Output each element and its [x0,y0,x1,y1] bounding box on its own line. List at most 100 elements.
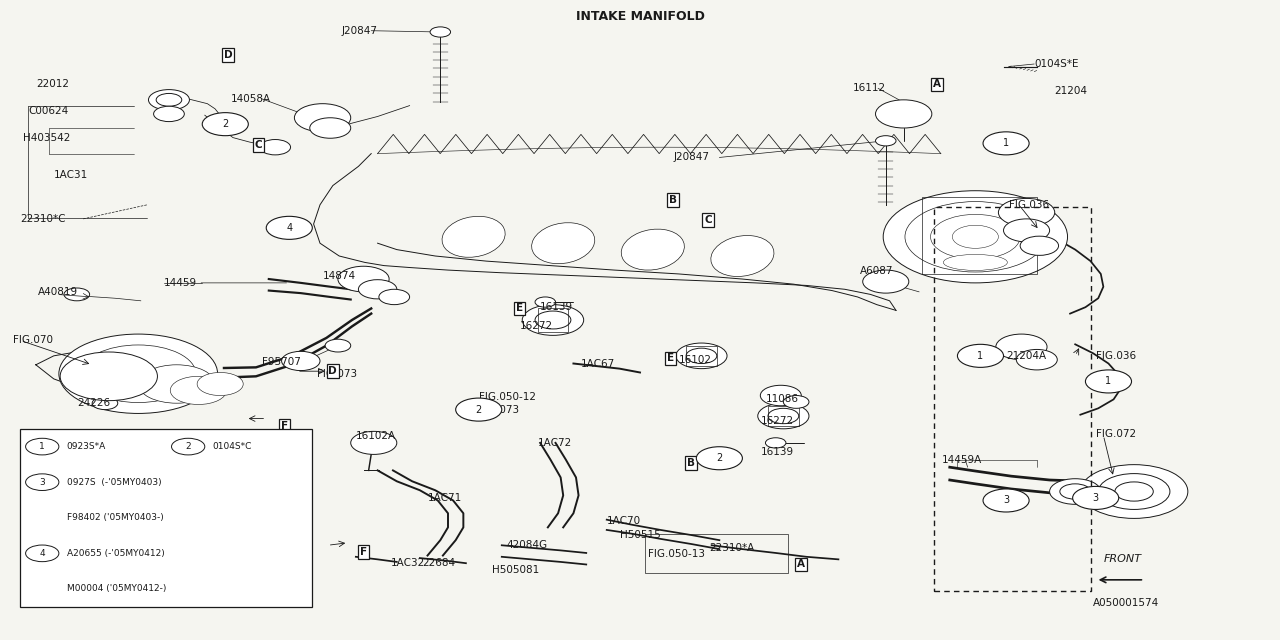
Circle shape [696,447,742,470]
Bar [922,197,1037,274]
Circle shape [92,397,118,410]
Text: B: B [669,195,677,205]
Circle shape [1020,236,1059,255]
Text: E: E [667,353,675,364]
Text: C00624: C00624 [28,106,68,116]
Circle shape [1073,486,1119,509]
Text: FIG.050-12: FIG.050-12 [479,392,536,402]
Text: 1: 1 [1004,138,1009,148]
Text: 22684: 22684 [422,558,456,568]
Ellipse shape [442,216,506,257]
Bar [645,534,788,573]
Text: 3: 3 [40,477,45,486]
Text: 11086: 11086 [765,394,799,404]
Text: 1: 1 [978,351,983,361]
Circle shape [154,106,184,122]
Circle shape [351,431,397,454]
Bar [768,406,799,426]
Text: FIG.072: FIG.072 [1096,429,1135,439]
Text: 14459A: 14459A [942,454,982,465]
Text: 42084G: 42084G [507,540,548,550]
Text: INTAKE MANIFOLD: INTAKE MANIFOLD [576,10,704,23]
Circle shape [1016,349,1057,370]
Text: 2: 2 [223,119,228,129]
Circle shape [1080,465,1188,518]
Circle shape [310,118,351,138]
Circle shape [338,266,389,292]
Text: 16139: 16139 [540,302,573,312]
Bar [934,207,1091,591]
Circle shape [931,214,1020,259]
Circle shape [1085,472,1142,500]
Circle shape [883,191,1068,283]
Bar [20,429,312,607]
Text: 14459: 14459 [164,278,197,288]
Ellipse shape [621,229,685,270]
Circle shape [1050,479,1101,504]
Circle shape [957,344,1004,367]
Text: B: B [687,458,695,468]
Circle shape [156,93,182,106]
Text: 24226: 24226 [77,398,110,408]
Circle shape [1004,219,1050,242]
Circle shape [379,289,410,305]
Text: 2: 2 [717,453,722,463]
Circle shape [535,311,571,329]
Circle shape [983,132,1029,155]
Ellipse shape [531,223,595,264]
Text: 22310*A: 22310*A [709,543,754,553]
Circle shape [876,100,932,128]
Text: FIG.073: FIG.073 [479,404,518,415]
Text: FIG.036: FIG.036 [1009,200,1048,210]
Text: H505081: H505081 [492,564,539,575]
Text: 16102: 16102 [678,355,712,365]
Text: A: A [933,79,941,90]
Text: A20655 (-'05MY0412): A20655 (-'05MY0412) [67,549,164,558]
Text: 16272: 16272 [520,321,553,332]
Bar [538,308,568,332]
Text: 16272: 16272 [760,416,794,426]
Circle shape [1060,484,1091,499]
Text: 1AC31: 1AC31 [54,170,88,180]
Text: 2: 2 [186,442,191,451]
Circle shape [26,474,59,490]
Text: 0927S  (-'05MY0403): 0927S (-'05MY0403) [67,477,161,486]
Circle shape [26,438,59,455]
Circle shape [998,198,1055,227]
Circle shape [758,403,809,429]
Text: 14874: 14874 [323,271,356,282]
Circle shape [765,438,786,448]
Text: F95707: F95707 [262,356,301,367]
Circle shape [64,288,90,301]
Circle shape [768,408,799,424]
Circle shape [60,352,157,401]
Circle shape [676,343,727,369]
Text: 22310*C: 22310*C [20,214,67,224]
Circle shape [863,270,909,293]
Circle shape [996,334,1047,360]
Text: 1AC72: 1AC72 [538,438,572,448]
Circle shape [197,372,243,396]
Text: D: D [224,50,232,60]
Ellipse shape [710,236,774,276]
Circle shape [294,104,351,132]
Text: 4: 4 [40,549,45,558]
Circle shape [905,202,1046,272]
Text: E: E [516,303,524,314]
Text: D: D [329,366,337,376]
Circle shape [266,216,312,239]
Text: F: F [360,547,367,557]
Text: A: A [797,559,805,570]
Circle shape [282,351,320,371]
Text: A6087: A6087 [860,266,893,276]
Text: 1AC67: 1AC67 [581,358,616,369]
Text: C: C [704,215,712,225]
Text: FIG.050-13: FIG.050-13 [648,549,705,559]
Bar [686,346,717,366]
Circle shape [172,438,205,455]
Text: A40819: A40819 [38,287,78,298]
Text: F: F [280,421,288,431]
Circle shape [138,365,215,403]
Text: 1AC71: 1AC71 [428,493,462,503]
Text: 21204A: 21204A [1006,351,1046,361]
